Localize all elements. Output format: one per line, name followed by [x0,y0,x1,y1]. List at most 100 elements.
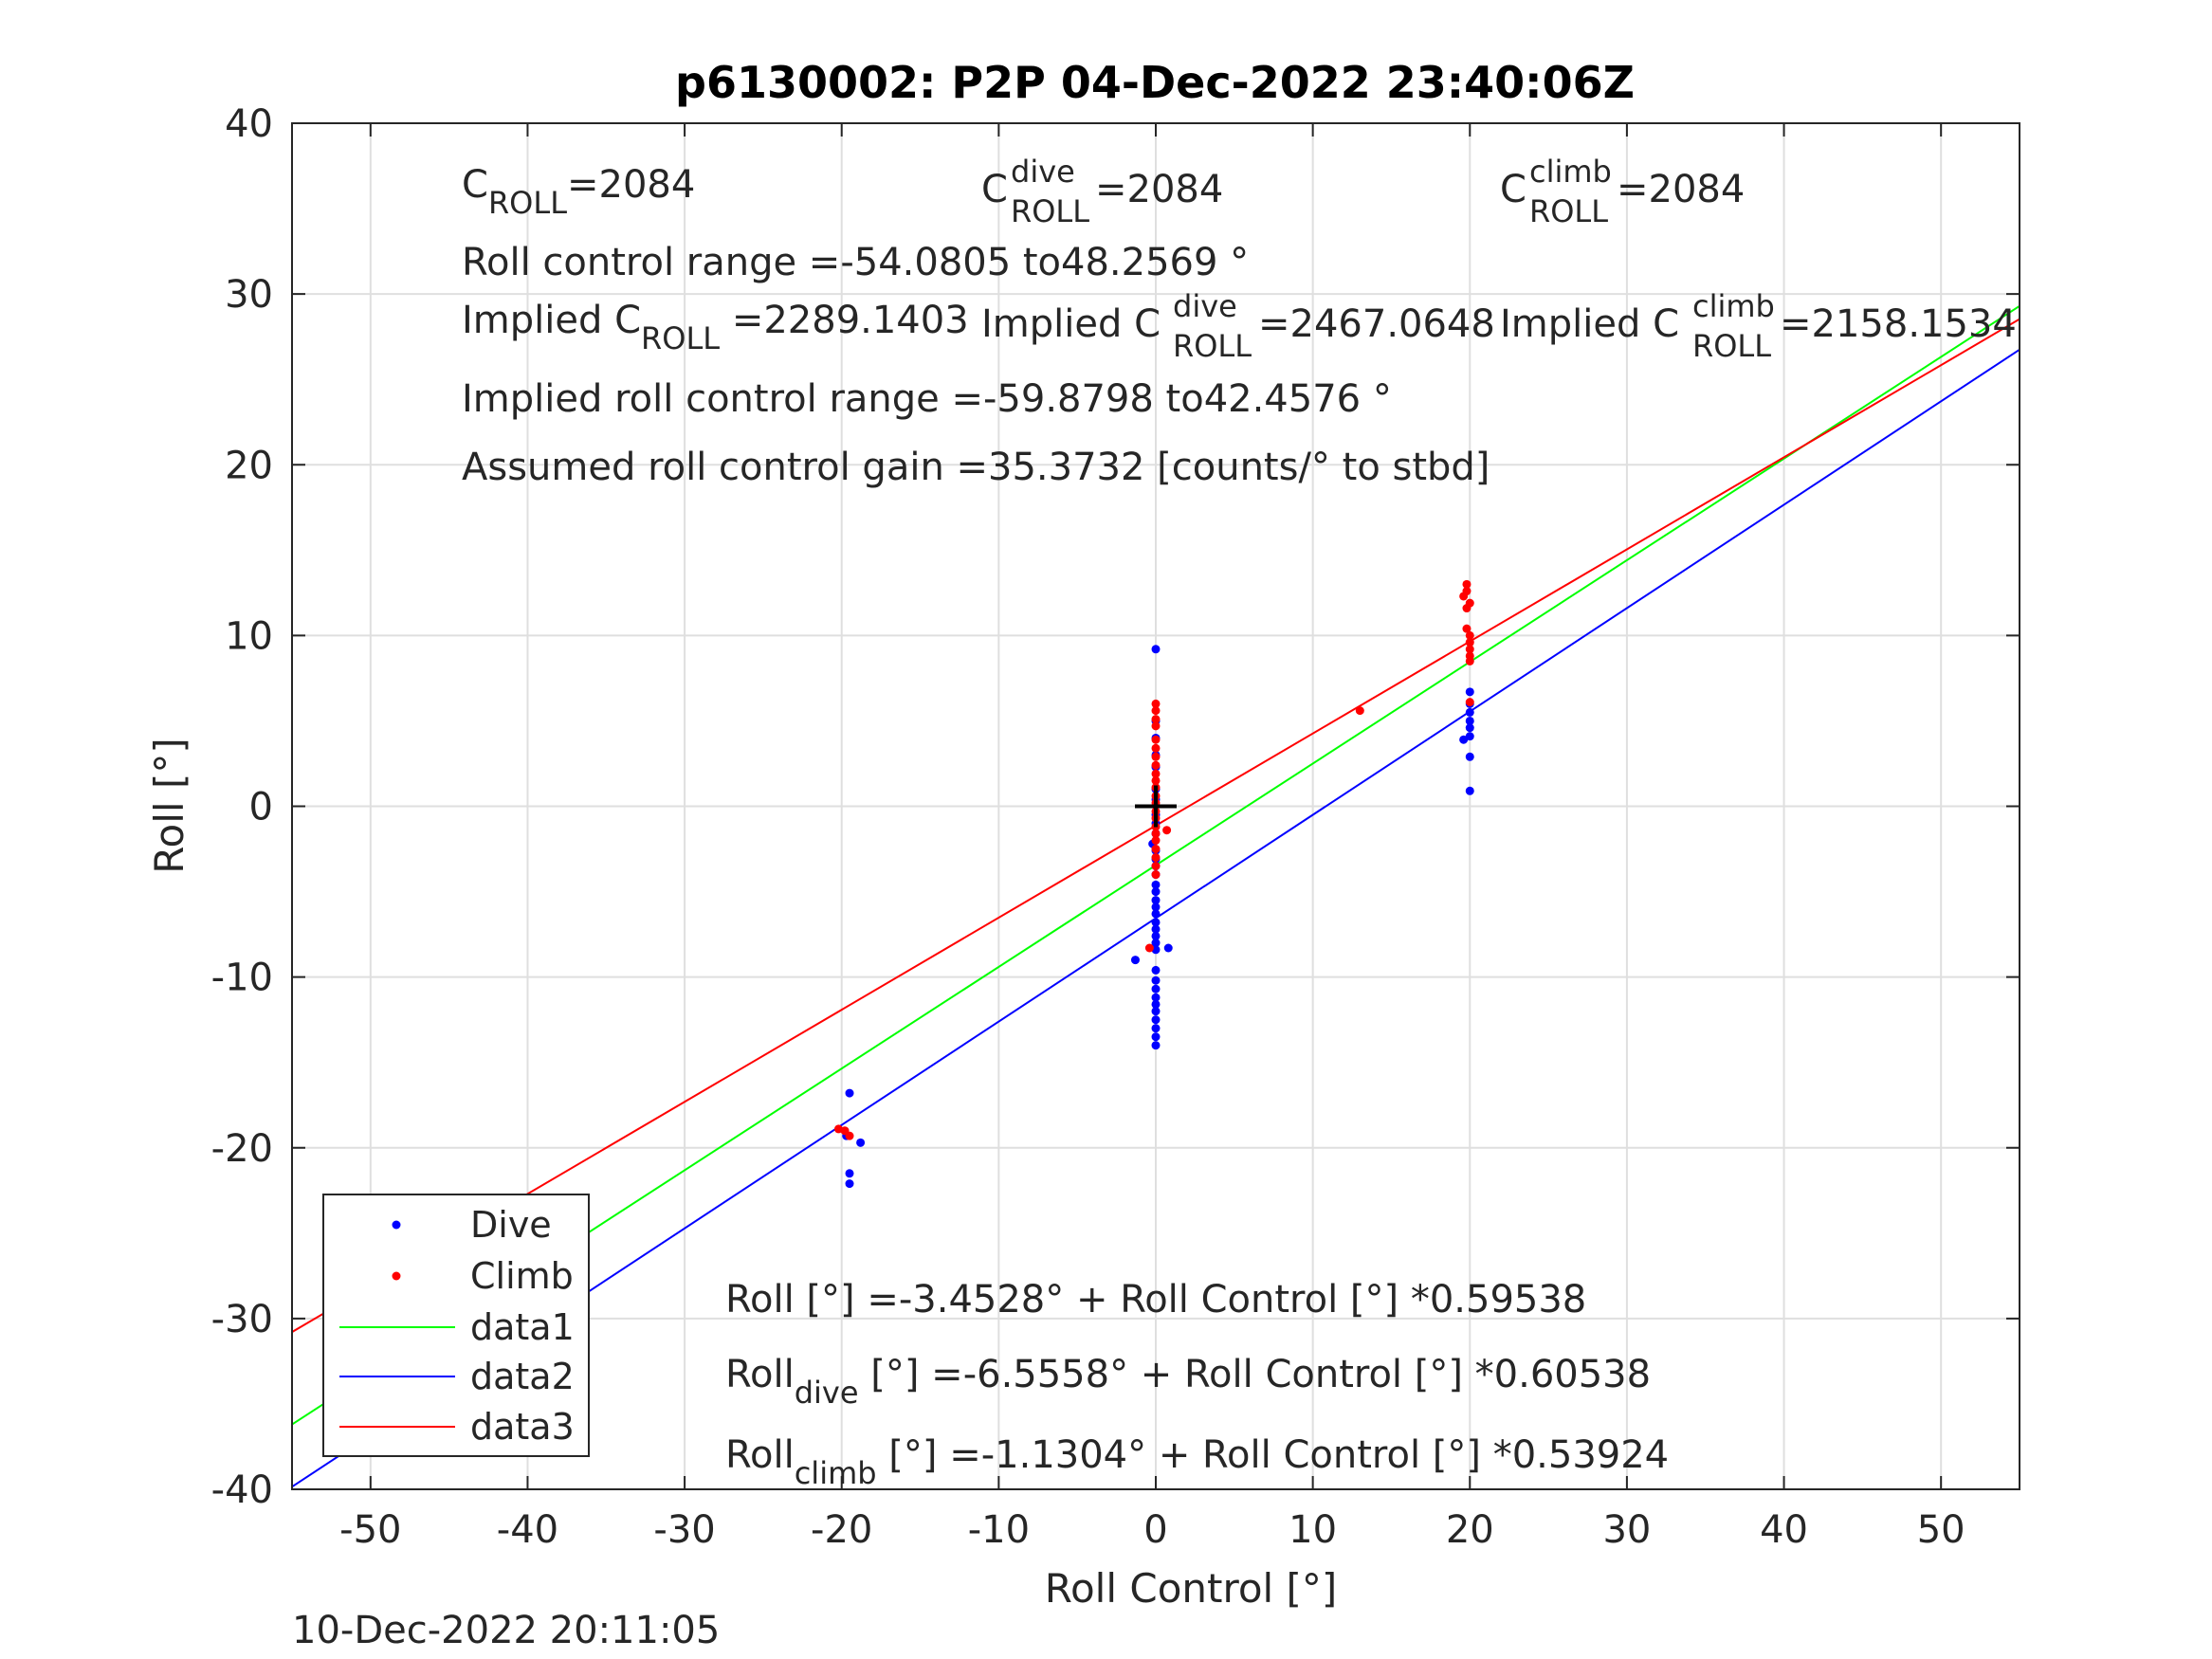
legend-label-climb: Climb [470,1255,574,1297]
climb-point [1355,706,1364,716]
legend-label-dive: Dive [470,1204,552,1246]
x-tick-label: 0 [1143,1508,1167,1552]
climb-point [1151,706,1161,716]
climb-point [1459,592,1469,601]
climb-point [1462,579,1472,589]
dive-point [1151,880,1161,889]
chart-title: p6130002: P2P 04-Dec-2022 23:40:06Z [675,57,1635,108]
y-tick-label: -40 [211,1468,273,1512]
dive-point [1151,887,1161,897]
dive-point [1465,732,1474,741]
climb-point [1151,715,1161,724]
annotation-gain: Assumed roll control gain =35.3732 [coun… [462,446,1490,489]
dive-point [845,1179,854,1189]
climb-point [1462,624,1472,633]
dive-point [1151,999,1161,1009]
x-tick-label: -40 [497,1508,558,1552]
y-tick-label: 20 [225,444,273,487]
annotation-fit-all: Roll [°] =-3.4528° + Roll Control [°] *0… [725,1278,1586,1322]
data-points [833,579,1474,1189]
dive-point [1151,1015,1161,1025]
dive-point [1151,1041,1161,1050]
annotation-implied-c-roll-dive-sub: ROLL [1173,328,1252,364]
annotation-c-roll-dive-sup: dive [1011,154,1075,190]
annotation-implied-roll-range: Implied roll control range =-59.8798 to4… [462,377,1392,421]
climb-point [1144,943,1154,953]
x-tick-label: 20 [1446,1508,1494,1552]
annotation-c-roll-climb-sup: climb [1529,154,1612,190]
y-axis-label: Roll [°] [146,738,192,873]
climb-point [1151,752,1161,761]
annotation-roll-control-range: Roll control range =-54.0805 to48.2569 ° [462,241,1249,284]
annotation-implied-c-roll-climb-value: =2158.1534 [1780,302,2017,346]
dive-point [1465,707,1474,717]
y-tick-label: 10 [225,614,273,658]
dive-point [1151,965,1161,975]
annotation-c-roll-dive: C [981,168,1008,211]
climb-point [1462,604,1472,613]
legend-label-data1: data1 [470,1306,575,1348]
climb-point [1151,870,1161,880]
dive-point [1459,735,1469,744]
footer-timestamp: 10-Dec-2022 20:11:05 [292,1609,720,1652]
dive-point [1151,1032,1161,1042]
annotation-c-roll: CROLL=2084 [462,163,695,221]
dive-point [1151,975,1161,985]
y-tick-label: 40 [225,102,273,146]
dive-point [1151,984,1161,994]
annotations: CROLL=2084 C dive ROLL =2084 C climb ROL… [462,154,2017,1491]
climb-point [1151,743,1161,753]
y-tick-label: 0 [249,786,273,830]
climb-point [1151,845,1161,854]
dive-point [1151,645,1161,654]
x-tick-label: -30 [653,1508,715,1552]
dive-point [1163,943,1173,953]
dive-point [1151,931,1161,940]
legend: Dive Climb data1 data2 data3 [322,1194,590,1457]
annotation-implied-c-roll-dive-value: =2467.0648 [1258,302,1495,346]
annotation-fit-climb: Rollclimb [°] =-1.1304° + Roll Control [… [725,1433,1669,1491]
climb-point [1151,836,1161,846]
legend-box [322,1194,590,1457]
dive-point [1465,786,1474,795]
climb-point [1465,656,1474,665]
climb-point [1151,769,1161,778]
y-tick-label: -10 [211,957,273,1000]
climb-point [1151,699,1161,708]
dive-point [1151,896,1161,905]
annotation-c-roll-climb-sub: ROLL [1529,193,1608,229]
legend-label-data2: data2 [470,1356,575,1397]
climb-point [845,1131,854,1140]
y-tick-label: -20 [211,1127,273,1171]
annotation-implied-c-roll-climb: Implied C [1500,302,1679,346]
x-tick-label: 30 [1602,1508,1651,1552]
legend-marker-climb [392,1271,401,1281]
y-tick-label: 30 [225,273,273,317]
climb-point [1151,775,1161,785]
legend-marker-dive [392,1220,401,1230]
annotation-fit-dive: Rolldive [°] =-6.5558° + Roll Control [°… [725,1353,1651,1411]
x-tick-label: 40 [1760,1508,1808,1552]
dive-point [1465,752,1474,761]
annotation-c-roll-dive-sub: ROLL [1011,193,1089,229]
dive-point [1151,902,1161,912]
x-tick-label: 10 [1289,1508,1337,1552]
climb-point [1151,853,1161,863]
climb-point [1465,698,1474,707]
dive-point [1151,1007,1161,1016]
annotation-implied-c-roll-dive-sup: dive [1173,288,1237,324]
axis-tick-labels: -50 -40 -30 -20 -10 0 10 20 30 40 50 -40 -30 -20 -10 0 1… [211,102,1965,1552]
x-tick-label: -20 [811,1508,872,1552]
dive-point [1151,918,1161,927]
x-tick-label: 50 [1917,1508,1965,1552]
x-tick-label: -50 [339,1508,401,1552]
annotation-implied-c-roll-climb-sup: climb [1692,288,1775,324]
y-tick-label: -30 [211,1298,273,1341]
dive-point [1130,956,1140,965]
origin-crosshair-marker [1135,785,1177,828]
axis-ticks [292,122,2020,1490]
dive-point [845,1088,854,1098]
climb-point [1465,638,1474,647]
annotation-c-roll-dive-value: =2084 [1095,168,1223,211]
